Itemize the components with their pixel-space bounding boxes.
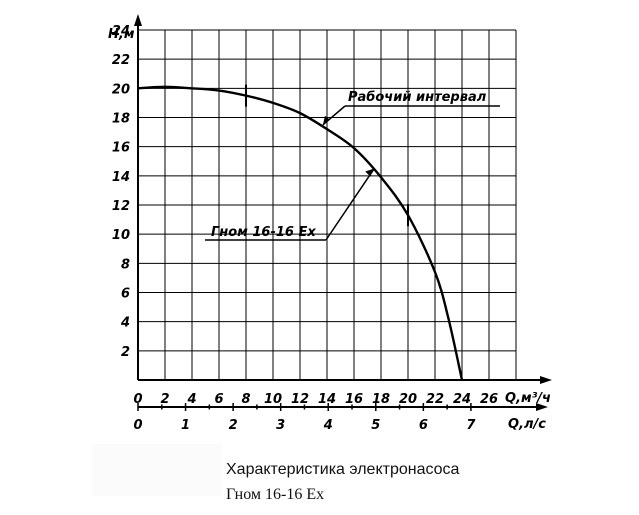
grid [137, 29, 517, 381]
x-tick-label: 24 [453, 392, 471, 407]
axes [134, 14, 552, 411]
y-tick-label: 2 [121, 345, 130, 360]
x-tick-labels: 0 2 4 6 8 10 12 14 16 18 20 22 24 26 [133, 392, 498, 407]
y-axis-label: H,м [108, 27, 135, 42]
x-tick-label: 8 [241, 392, 250, 407]
x-tick-label: 18 [372, 392, 390, 407]
y-tick-label: 24 [112, 24, 130, 39]
x-tick-label: 4 [186, 392, 196, 407]
x2-tick-labels: 0 1 2 3 4 5 6 7 [133, 418, 476, 433]
caption-title: Характеристика электронасоса [226, 461, 460, 478]
y-tick-label: 14 [112, 170, 130, 185]
y-tick-label: 10 [112, 228, 130, 243]
y-tick-label: 16 [112, 141, 130, 156]
y-tick-label: 20 [112, 82, 130, 97]
y-axis-arrow [134, 14, 142, 26]
x2-axis-label: Q,л/с [508, 417, 546, 432]
annotation-arrowhead [365, 168, 375, 177]
x-tick-label: 2 [160, 392, 169, 407]
x2-tick-label: 0 [133, 418, 142, 433]
x2-axis-arrow [536, 403, 548, 411]
x-tick-label: 10 [264, 392, 282, 407]
series-line-gnom-16-16-ex [137, 85, 464, 381]
x-tick-label: 14 [318, 392, 336, 407]
x2-tick-label: 5 [371, 418, 380, 433]
y-tick-label: 22 [112, 53, 130, 68]
x-tick-label: 16 [345, 392, 363, 407]
x-axis-label: Q,м³/ч [505, 391, 551, 406]
x-tick-label: 20 [399, 392, 417, 407]
annotations: Рабочий интервал Гном 16-16 Ex [205, 90, 500, 241]
x-tick-label: 0 [133, 392, 142, 407]
x-axis-arrow [540, 376, 552, 384]
y-tick-label: 12 [112, 199, 130, 214]
x-tick-label: 22 [426, 392, 444, 407]
x2-tick-label: 2 [229, 418, 238, 433]
caption-model: Гном 16-16 Ex [226, 486, 325, 503]
x2-tick-label: 3 [276, 418, 285, 433]
y-tick-label: 8 [121, 257, 130, 272]
annotation-arrowhead [322, 115, 330, 125]
annotation-working-interval: Рабочий интервал [348, 90, 487, 105]
y-tick-label: 6 [121, 287, 130, 302]
x-tick-label: 6 [214, 392, 223, 407]
working-interval-marks [245, 84, 409, 227]
y-tick-label: 4 [120, 316, 130, 331]
x2-tick-label: 4 [323, 418, 333, 433]
blank-region [92, 444, 222, 496]
x-tick-label: 12 [291, 392, 309, 407]
y-tick-label: 18 [112, 112, 130, 127]
annotation-series-name: Гном 16-16 Ex [211, 225, 316, 240]
x2-tick-label: 1 [181, 418, 190, 433]
x2-tick-label: 6 [419, 418, 428, 433]
x-tick-label: 26 [480, 392, 498, 407]
x2-tick-label: 7 [466, 418, 476, 433]
annotation-leader [325, 168, 375, 241]
